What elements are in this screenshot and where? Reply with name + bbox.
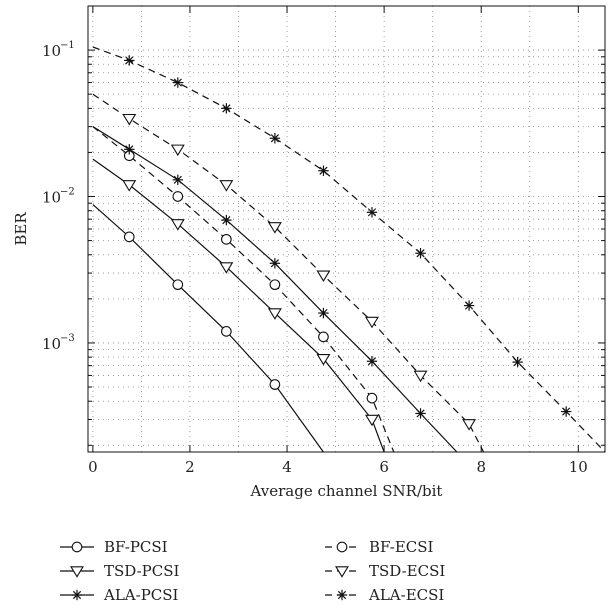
legend-item-ala-ecsi: ALA-ECSI bbox=[325, 586, 444, 604]
data-point bbox=[463, 300, 475, 311]
data-point bbox=[318, 331, 329, 343]
legend: BF-PCSI TSD-PCSI ALA-PCSI BF-ECSI TSD-ECSI AL… bbox=[60, 538, 445, 604]
legend-label: ALA-ECSI bbox=[368, 586, 444, 604]
data-point bbox=[221, 103, 232, 114]
data-point bbox=[172, 174, 184, 186]
legend-item-bf-ecsi: BF-ECSI bbox=[325, 538, 434, 556]
data-point bbox=[269, 133, 281, 144]
plot-border bbox=[87, 5, 606, 453]
series-line bbox=[92, 126, 395, 452]
data-point bbox=[366, 356, 378, 367]
series-tsd-pcsi bbox=[92, 158, 385, 452]
legend-marker bbox=[70, 566, 84, 578]
data-point bbox=[365, 414, 379, 427]
data-point bbox=[316, 270, 331, 282]
data-point bbox=[415, 248, 426, 259]
legend-marker bbox=[336, 541, 348, 553]
data-point bbox=[560, 406, 572, 417]
data-point bbox=[462, 419, 477, 431]
x-tick-label: 10 bbox=[569, 458, 588, 476]
data-point bbox=[366, 207, 378, 218]
legend-item-ala-pcsi: ALA-PCSI bbox=[60, 586, 179, 604]
data-point bbox=[318, 165, 329, 176]
series-ala-pcsi bbox=[92, 126, 458, 452]
x-tick-label: 4 bbox=[282, 458, 292, 476]
legend-label: ALA-PCSI bbox=[103, 586, 179, 604]
y-tick-label: 10 bbox=[42, 42, 61, 60]
series-line bbox=[92, 93, 485, 452]
x-tick-label: 0 bbox=[88, 458, 98, 476]
y-tick-exponent: −3 bbox=[60, 333, 75, 344]
data-point bbox=[124, 144, 135, 155]
series-bf-pcsi bbox=[92, 204, 324, 452]
data-point bbox=[219, 262, 234, 274]
data-point bbox=[219, 180, 234, 192]
data-point bbox=[365, 316, 379, 329]
data-point bbox=[512, 356, 523, 368]
data-point bbox=[170, 144, 185, 157]
legend-label: TSD-PCSI bbox=[104, 562, 179, 580]
legend-item-bf-pcsi: BF-PCSI bbox=[60, 538, 168, 556]
data-point bbox=[267, 222, 282, 234]
data-point bbox=[122, 180, 137, 192]
legend-label: TSD-ECSI bbox=[369, 562, 445, 580]
data-point bbox=[172, 77, 184, 88]
data-point bbox=[413, 370, 428, 383]
data-point bbox=[172, 279, 184, 291]
data-point bbox=[269, 258, 281, 269]
data-point bbox=[172, 191, 184, 202]
data-point bbox=[122, 113, 137, 126]
x-tick-label: 8 bbox=[476, 458, 486, 476]
y-tick-label: 10 bbox=[42, 189, 61, 207]
y-tick-exponent: −1 bbox=[60, 40, 75, 51]
data-point bbox=[221, 326, 232, 337]
x-tick-label: 2 bbox=[185, 458, 195, 476]
data-point bbox=[267, 308, 282, 320]
legend-marker bbox=[336, 589, 348, 601]
series-line bbox=[92, 204, 324, 452]
data-point bbox=[221, 233, 232, 245]
series-layer bbox=[92, 46, 605, 452]
y-axis-label: BER bbox=[12, 212, 30, 246]
data-point bbox=[366, 392, 378, 404]
data-point bbox=[221, 214, 232, 226]
data-point bbox=[269, 279, 281, 291]
plot-frame bbox=[87, 5, 606, 453]
x-tick-label: 6 bbox=[379, 458, 389, 476]
series-ala-ecsi bbox=[92, 46, 605, 452]
data-point bbox=[124, 55, 135, 66]
x-axis-label: Average channel SNR/bit bbox=[250, 482, 443, 500]
legend-label: BF-PCSI bbox=[104, 538, 168, 556]
data-point bbox=[415, 408, 426, 419]
series-tsd-ecsi bbox=[92, 93, 485, 452]
legend-marker bbox=[71, 541, 83, 553]
legend-marker bbox=[335, 566, 349, 578]
data-point bbox=[123, 231, 135, 243]
series-line bbox=[92, 46, 605, 452]
legend-item-tsd-ecsi: TSD-ECSI bbox=[325, 562, 445, 580]
legend-item-tsd-pcsi: TSD-PCSI bbox=[60, 562, 179, 580]
series-bf-ecsi bbox=[92, 126, 395, 452]
data-point bbox=[170, 219, 185, 231]
legend-marker bbox=[71, 589, 83, 601]
legend-label: BF-ECSI bbox=[369, 538, 434, 556]
data-point bbox=[318, 307, 329, 319]
data-point bbox=[269, 379, 281, 390]
data-point bbox=[316, 353, 331, 366]
y-tick-exponent: −2 bbox=[60, 187, 75, 198]
series-line bbox=[92, 158, 385, 452]
y-tick-label: 10 bbox=[42, 335, 61, 353]
grid bbox=[88, 5, 605, 452]
